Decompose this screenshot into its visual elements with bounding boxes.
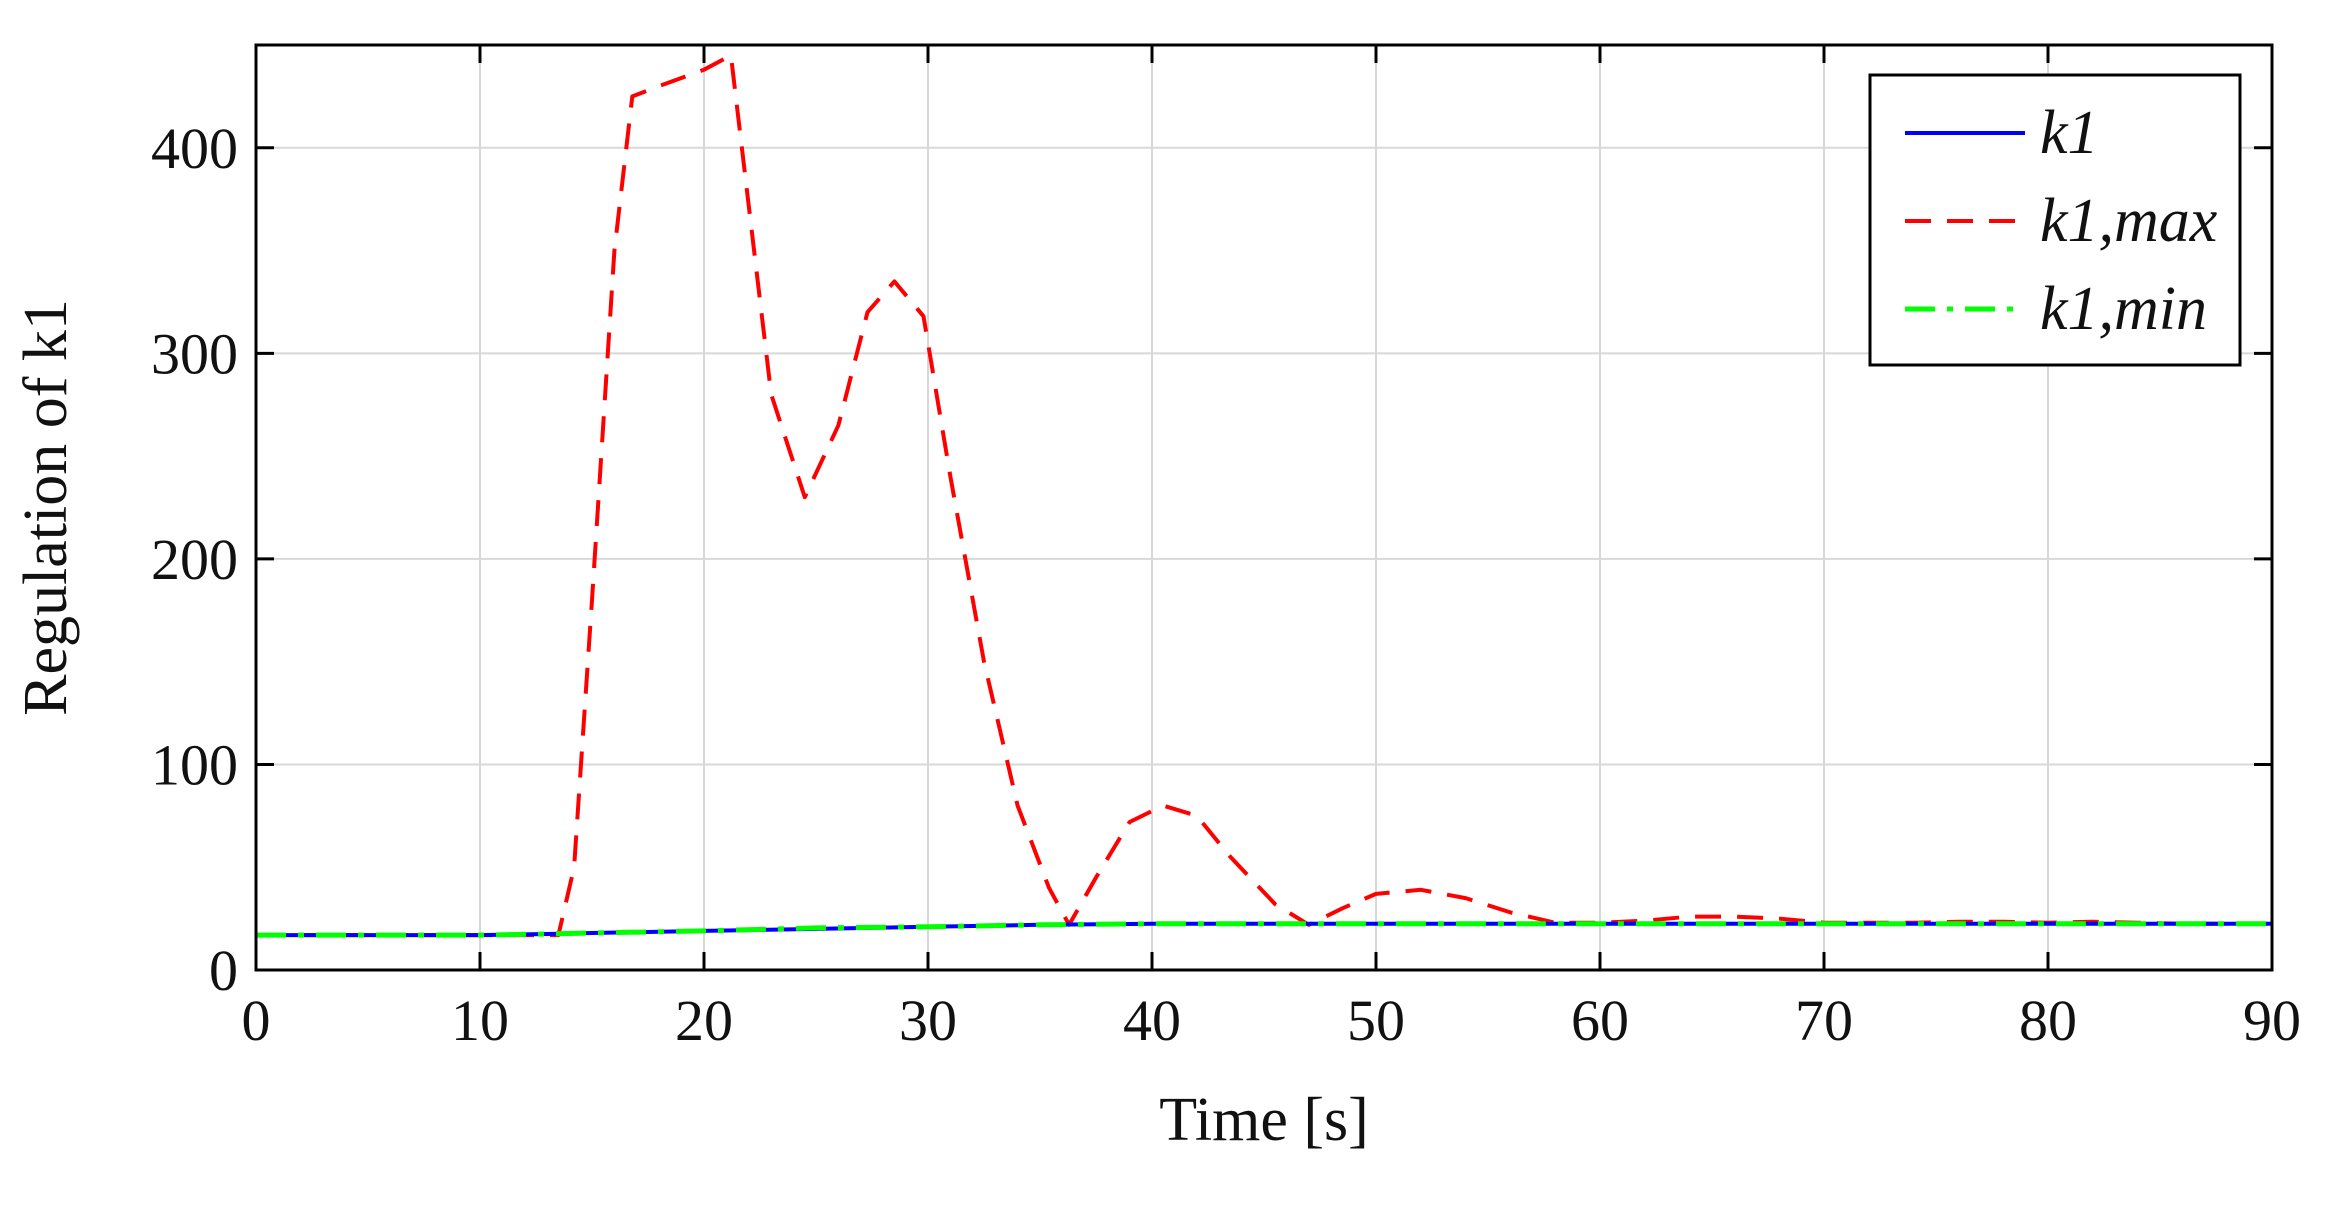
y-tick-label: 0: [209, 938, 238, 1003]
legend-box: [1868, 73, 2242, 367]
legend-label-k1: k1: [2040, 99, 2099, 167]
y-tick-label: 100: [151, 732, 238, 797]
y-axis-label: Regulation of k1: [12, 299, 80, 716]
y-tick-label: 200: [151, 527, 238, 592]
x-tick-label: 80: [2019, 988, 2077, 1053]
x-tick-label: 70: [1795, 988, 1853, 1053]
y-tick-label: 300: [151, 321, 238, 386]
y-tick-label: 400: [151, 116, 238, 181]
x-tick-labels: 0 10 20 30 40 50 60 70 80 90: [242, 988, 2302, 1053]
series-line-k1-max: [256, 53, 2272, 938]
x-tick-label: 30: [899, 988, 957, 1053]
x-tick-label: 90: [2243, 988, 2301, 1053]
x-tick-label: 50: [1347, 988, 1405, 1053]
legend-label-k1-min: k1,min: [2040, 275, 2207, 343]
series-lines: [256, 53, 2272, 938]
x-tick-label: 20: [675, 988, 733, 1053]
x-tick-label: 60: [1571, 988, 1629, 1053]
x-tick-label: 40: [1123, 988, 1181, 1053]
legend-label-k1-max: k1,max: [2040, 187, 2218, 255]
x-tick-label: 10: [451, 988, 509, 1053]
x-tick-label: 0: [242, 988, 271, 1053]
plot-frame: [254, 43, 2274, 972]
legend: k1 k1,max k1,min: [1868, 73, 2242, 367]
axis-ticks: [254, 45, 2274, 972]
series-line-k1-min: [256, 921, 2272, 938]
x-axis-label: Time [s]: [1159, 1086, 1369, 1154]
y-tick-labels: 0 100 200 300 400: [151, 116, 238, 1003]
